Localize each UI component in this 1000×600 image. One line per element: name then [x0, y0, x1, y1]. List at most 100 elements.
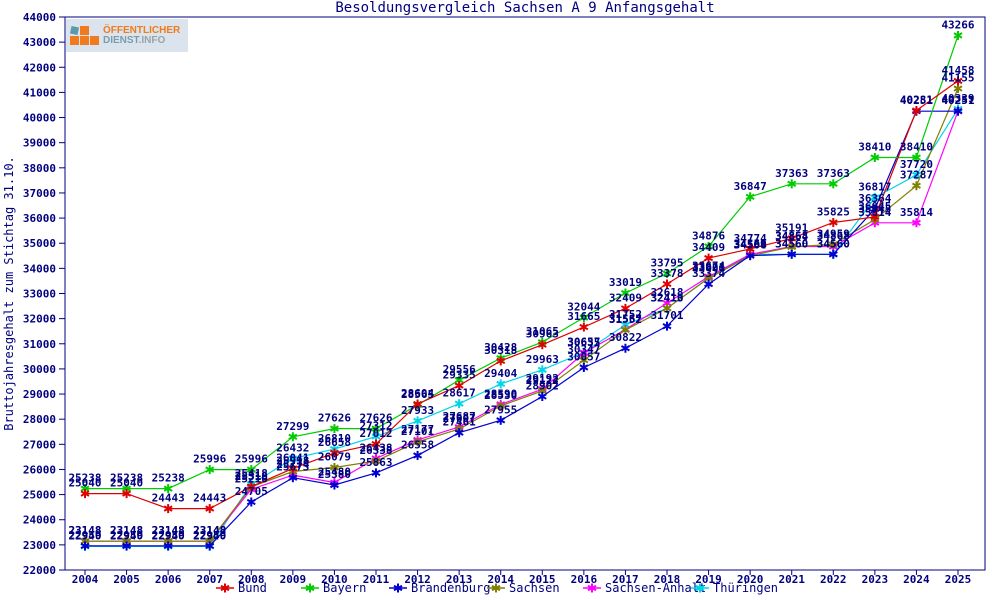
series-line: [85, 110, 959, 542]
series-line: [85, 80, 959, 510]
legend-item-brandenburg: Brandenburg: [389, 581, 490, 595]
x-tick-label: 2005: [113, 573, 140, 586]
x-tick-label: 2007: [196, 573, 223, 586]
x-tick-label: 2015: [529, 573, 556, 586]
data-point-marker: [662, 279, 672, 289]
y-tick-label: 44000: [23, 11, 56, 24]
y-tick-label: 34000: [23, 262, 56, 275]
data-point-label: 29335: [443, 369, 476, 382]
data-point-marker: [329, 448, 339, 458]
data-point-label: 40339: [941, 92, 974, 105]
y-axis-title: Bruttojahresgehalt zum Stichtag 31.10.: [2, 156, 16, 431]
data-point-marker: [911, 181, 921, 191]
data-point-label: 33674: [692, 260, 725, 273]
y-tick-label: 32000: [23, 313, 56, 326]
data-point-label: 32618: [650, 286, 683, 299]
data-point-marker: [953, 30, 963, 40]
data-point-label: 27626: [318, 412, 351, 425]
data-point-label: 34560: [817, 237, 850, 250]
data-point-marker: [870, 193, 880, 203]
data-point-marker: [371, 431, 381, 441]
data-point-marker: [704, 253, 714, 263]
data-point-marker: [371, 439, 381, 449]
data-point-label: 26558: [401, 438, 434, 451]
data-point-label: 22940: [193, 529, 226, 542]
data-point-label: 41458: [941, 64, 974, 77]
data-point-label: 22940: [152, 529, 185, 542]
data-point-label: 22959: [193, 529, 226, 542]
data-point-marker: [491, 583, 501, 593]
data-point-marker: [80, 489, 90, 499]
legend-item-bayern: Bayern: [301, 581, 366, 595]
x-tick-label: 2009: [280, 573, 307, 586]
data-point-marker: [393, 583, 403, 593]
data-point-label: 34560: [734, 237, 767, 250]
data-point-label: 26810: [318, 432, 351, 445]
data-point-label: 29122: [526, 374, 559, 387]
data-point-label: 33795: [650, 257, 683, 270]
data-point-marker: [163, 541, 173, 551]
data-point-marker: [587, 583, 597, 593]
data-point-label: 25996: [193, 453, 226, 466]
data-point-label: 27461: [443, 416, 476, 429]
series-line: [85, 88, 959, 542]
data-point-marker: [537, 340, 547, 350]
data-point-marker: [122, 489, 132, 499]
data-point-marker: [454, 428, 464, 438]
data-point-marker: [413, 437, 423, 447]
data-point-label: 24443: [193, 492, 226, 505]
data-point-marker: [329, 424, 339, 434]
data-point-label: 32413: [650, 291, 683, 304]
x-tick-label: 2023: [862, 573, 889, 586]
data-point-label: 27312: [359, 419, 392, 432]
data-point-label: 33378: [650, 267, 683, 280]
data-point-marker: [288, 463, 298, 473]
data-point-label: 30963: [526, 328, 559, 341]
data-point-label: 34560: [775, 237, 808, 250]
y-tick-label: 28000: [23, 413, 56, 426]
data-point-label: 34504: [734, 239, 767, 252]
data-point-marker: [953, 76, 963, 86]
data-point-label: 26432: [276, 442, 309, 455]
x-tick-label: 2004: [72, 573, 99, 586]
data-point-marker: [911, 170, 921, 180]
data-point-marker: [911, 153, 921, 163]
data-point-label: 28604: [401, 387, 434, 400]
data-point-marker: [496, 356, 506, 366]
legend-item-bund: Bund: [216, 581, 267, 595]
data-point-label: 28590: [484, 387, 517, 400]
data-point-label: 34876: [692, 229, 725, 242]
x-tick-label: 2006: [155, 573, 182, 586]
data-point-label: 31701: [650, 309, 683, 322]
data-point-marker: [288, 432, 298, 442]
plot-frame: [64, 16, 986, 571]
data-point-label: 30657: [567, 335, 600, 348]
data-point-marker: [496, 379, 506, 389]
legend-label: Sachsen: [509, 581, 560, 595]
data-point-marker: [579, 362, 589, 372]
data-point-label: 36847: [734, 180, 767, 193]
data-point-label: 31752: [609, 308, 642, 321]
data-point-marker: [205, 541, 215, 551]
data-point-label: 34868: [775, 230, 808, 243]
data-point-marker: [537, 365, 547, 375]
data-point-marker: [288, 454, 298, 464]
data-point-marker: [454, 399, 464, 409]
data-point-marker: [371, 468, 381, 478]
data-point-label: 25863: [359, 456, 392, 469]
data-point-label: 31065: [526, 325, 559, 338]
series-line: [85, 110, 958, 547]
y-tick-label: 31000: [23, 338, 56, 351]
y-tick-label: 26000: [23, 463, 56, 476]
data-point-label: 35945: [858, 202, 891, 215]
legend-item-sachsen: Sachsen: [487, 581, 560, 595]
data-point-label: 26041: [276, 451, 309, 464]
legend-label: Bayern: [323, 581, 366, 595]
oeffentlicher-dienst-logo[interactable]: ÖFFENTLICHER DIENST.INFO: [66, 19, 188, 52]
data-point-label: 26438: [359, 441, 392, 454]
data-point-marker: [246, 497, 256, 507]
data-point-label: 26338: [359, 444, 392, 457]
y-tick-label: 43000: [23, 36, 56, 49]
x-tick-label: 2016: [571, 573, 598, 586]
